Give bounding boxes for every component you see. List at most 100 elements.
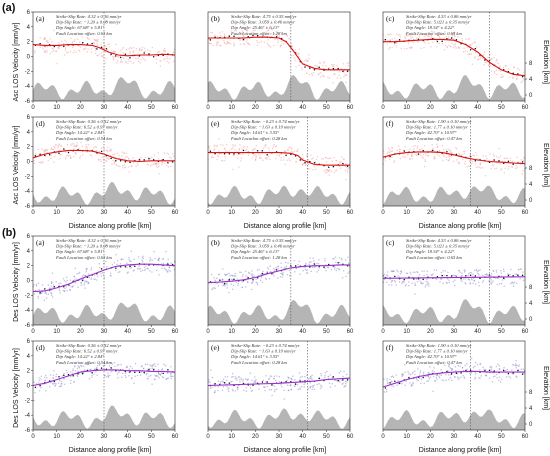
binned-mean-point: [474, 47, 477, 50]
binned-mean-point: [138, 159, 141, 161]
observation-point: [435, 269, 438, 271]
observation-point: [428, 33, 430, 36]
binned-mean-point: [152, 369, 155, 371]
observation-point: [414, 271, 416, 274]
observation-point: [411, 384, 413, 387]
binned-mean-point: [228, 35, 231, 38]
fit-annotation-line: Dip-Slip Rate: 5.021 ± 0.35 mm/yr: [405, 244, 470, 249]
binned-mean-point: [148, 53, 150, 55]
observation-point: [90, 276, 93, 279]
binned-mean-point: [521, 373, 524, 375]
observation-point: [63, 377, 65, 380]
observation-point: [259, 41, 261, 44]
observation-point: [265, 31, 268, 34]
observation-point: [473, 365, 476, 368]
observation-point: [500, 282, 503, 285]
observation-point: [414, 33, 416, 36]
observation-point: [312, 157, 314, 159]
observation-point: [278, 375, 281, 378]
topography-fill: [33, 302, 175, 325]
observation-point: [147, 49, 149, 51]
observation-point: [504, 160, 506, 163]
observation-point: [132, 157, 134, 159]
observation-point: [118, 370, 120, 372]
observation-point: [487, 64, 490, 66]
observation-point: [44, 37, 46, 39]
observation-point: [469, 271, 471, 274]
observation-point: [49, 52, 52, 55]
observation-point: [98, 53, 101, 55]
observation-point: [449, 150, 452, 152]
observation-point: [151, 367, 154, 370]
observation-point: [98, 266, 101, 269]
observation-point: [409, 271, 412, 273]
observation-point: [137, 57, 139, 60]
x-tick-label: 50: [498, 210, 505, 216]
observation-point: [299, 378, 301, 381]
observation-point: [439, 373, 441, 376]
observation-point: [458, 163, 460, 165]
observation-point: [318, 73, 320, 75]
topography-fill: [383, 409, 525, 430]
observation-point: [448, 158, 451, 160]
observation-point: [120, 154, 123, 157]
observation-point: [144, 156, 147, 159]
observation-point: [496, 58, 498, 61]
observation-point: [511, 160, 514, 163]
observation-point: [502, 66, 505, 69]
observation-point: [112, 153, 114, 156]
observation-point: [310, 72, 313, 75]
topography-fill: [208, 185, 350, 206]
observation-point: [485, 155, 487, 157]
fit-annotation-line: Dip Angle: 14.22° ± 2.84°: [55, 354, 104, 359]
observation-point: [317, 269, 320, 271]
observation-point: [518, 69, 521, 71]
observation-point: [148, 375, 150, 377]
observation-point: [266, 266, 269, 269]
observation-point: [315, 158, 318, 161]
observation-point: [155, 163, 157, 165]
observation-point: [173, 48, 176, 51]
observation-point: [501, 160, 504, 163]
binned-mean-point: [275, 269, 278, 271]
fit-annotation-line: Dip-Slip Rate: 3.059 ± 0.46 mm/yr: [230, 20, 295, 25]
observation-point: [301, 153, 304, 156]
observation-point: [344, 165, 347, 168]
observation-point: [52, 47, 54, 50]
x-tick-label: 50: [148, 434, 155, 440]
observation-point: [216, 158, 218, 161]
observation-point: [80, 141, 82, 144]
observation-point: [213, 145, 215, 147]
observation-point: [402, 373, 404, 375]
observation-point: [474, 361, 477, 364]
observation-point: [405, 34, 407, 37]
observation-point: [65, 41, 68, 43]
observation-point: [477, 166, 479, 168]
observation-point: [426, 154, 429, 157]
observation-point: [409, 148, 411, 150]
observation-point: [252, 29, 255, 32]
binned-mean-point: [129, 370, 131, 373]
observation-point: [389, 378, 391, 380]
observation-point: [108, 157, 110, 159]
observation-point: [333, 268, 336, 270]
observation-point: [499, 70, 502, 72]
observation-point: [216, 40, 219, 43]
observation-point: [334, 256, 337, 258]
fit-annotation-line: Dip Angle: 14.22° ± 2.84°: [55, 130, 104, 135]
observation-point: [149, 258, 152, 261]
observation-point: [240, 377, 243, 379]
observation-point: [172, 51, 175, 54]
observation-point: [440, 368, 442, 371]
observation-point: [163, 47, 166, 50]
binned-mean-point: [441, 40, 443, 42]
observation-point: [141, 46, 144, 49]
observation-point: [264, 277, 267, 280]
observation-point: [95, 371, 97, 373]
observation-point: [451, 379, 453, 381]
observation-point: [69, 382, 72, 385]
observation-point: [319, 387, 322, 389]
observation-point: [322, 157, 325, 160]
observation-point: [457, 378, 459, 381]
observation-point: [303, 383, 305, 386]
